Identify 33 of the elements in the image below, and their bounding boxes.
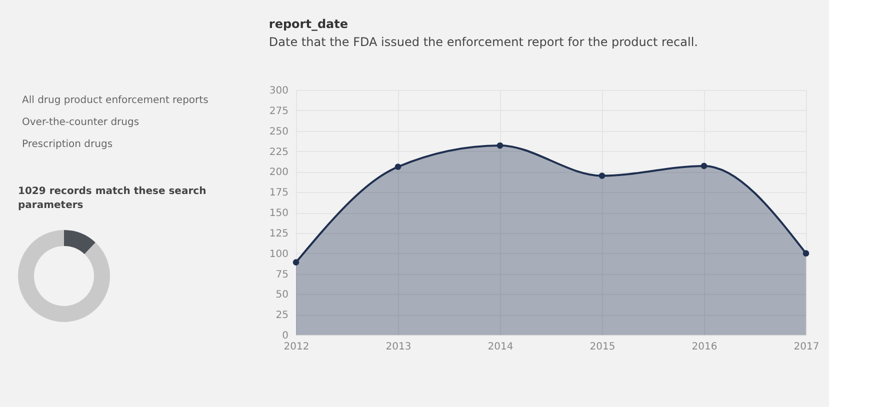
point bbox=[496, 142, 504, 149]
y-tick-label: 275 bbox=[269, 106, 288, 117]
point bbox=[598, 172, 606, 179]
point bbox=[700, 162, 708, 170]
chart-subtitle: Date that the FDA issued the enforcement report for the product recall. bbox=[268, 35, 698, 49]
y-tick-label: 200 bbox=[269, 167, 288, 178]
y-tick-label: 0 bbox=[282, 330, 288, 342]
point bbox=[292, 259, 300, 266]
y-tick-label: 125 bbox=[269, 228, 288, 240]
x-tick-label: 2012 bbox=[284, 342, 310, 352]
text: Prescription drugs bbox=[22, 139, 113, 150]
text: All drug product enforcement reports bbox=[22, 95, 208, 106]
y-tick-label: 25 bbox=[276, 310, 288, 322]
y-tick-label: 150 bbox=[269, 208, 288, 219]
y-tick-label: 175 bbox=[269, 188, 288, 199]
point bbox=[802, 250, 810, 256]
x-tick-label: 2016 bbox=[692, 342, 718, 352]
y-tick-label: 75 bbox=[276, 269, 288, 280]
x-tick-label: 2013 bbox=[386, 342, 412, 352]
y-tick-label: 300 bbox=[269, 86, 288, 96]
x-tick-label: 2017 bbox=[794, 342, 820, 352]
x-tick-label: 2014 bbox=[488, 342, 514, 352]
text: Over-the-counter drugs bbox=[22, 117, 140, 128]
donut-slice bbox=[18, 230, 110, 322]
x-tick-label: 2015 bbox=[590, 342, 616, 352]
y-tick-label: 225 bbox=[269, 146, 288, 158]
y-tick-label: 250 bbox=[269, 126, 288, 138]
y-tick-label: 100 bbox=[269, 248, 288, 260]
point bbox=[394, 164, 402, 170]
y-tick-label: 50 bbox=[276, 290, 288, 301]
chart-title: 1029 records match these search parameters bbox=[18, 186, 206, 211]
donut-slice bbox=[64, 230, 96, 254]
chart-title: report_date bbox=[268, 17, 348, 31]
